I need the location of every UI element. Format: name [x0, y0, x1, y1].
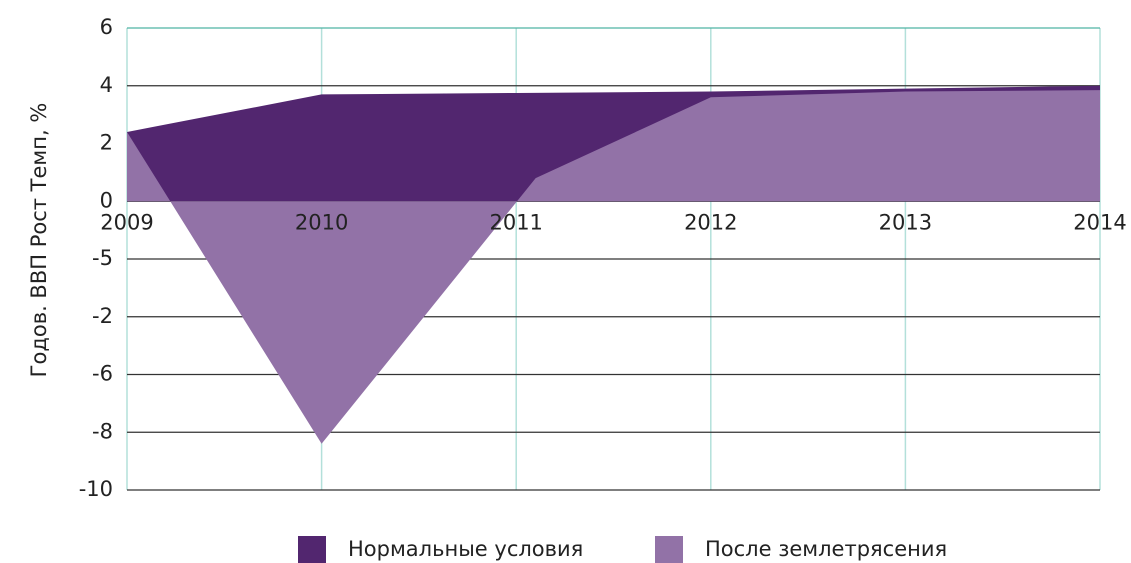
y-tick-label: 6 — [100, 15, 113, 39]
area — [127, 90, 1100, 444]
y-tick-label: 2 — [100, 131, 113, 155]
x-tick-label: 2009 — [100, 210, 153, 234]
x-tick-label: 2011 — [489, 210, 542, 234]
y-axis-title: Годов. ВВП Рост Темп, % — [27, 103, 51, 378]
x-tick-label: 2014 — [1073, 210, 1126, 234]
y-tick-label: -2 — [92, 304, 113, 328]
y-tick-label: -8 — [92, 419, 113, 443]
y-tick-label: -10 — [79, 477, 113, 501]
y-tick-label: -6 — [92, 362, 113, 386]
y-tick-label: -5 — [92, 246, 113, 270]
legend-swatch — [655, 536, 683, 563]
x-tick-label: 2010 — [295, 210, 348, 234]
x-tick-label: 2013 — [879, 210, 932, 234]
y-tick-label: 0 — [100, 188, 113, 212]
x-tick-label: 2012 — [684, 210, 737, 234]
legend-label: Нормальные условия — [348, 537, 583, 561]
y-tick-label: 4 — [100, 73, 113, 97]
legend-label: После землетрясения — [705, 537, 947, 561]
legend-swatch — [298, 536, 326, 563]
